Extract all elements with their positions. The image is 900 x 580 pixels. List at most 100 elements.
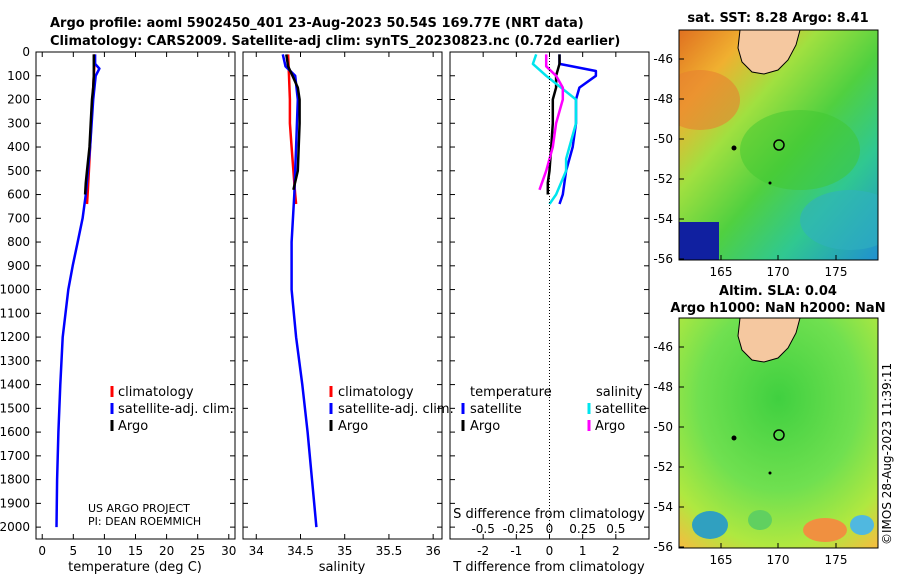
depth-tick-label: 1300: [0, 354, 30, 368]
sst-mid-patch: [740, 110, 860, 190]
map-y-tick-label: -48: [653, 380, 673, 394]
x-tick-label: 5: [69, 544, 77, 558]
sst-cool-patch: [800, 190, 878, 250]
series-line-salinity-satellite: [531, 53, 578, 205]
difference-xlabel: T difference from climatology: [452, 560, 645, 575]
sla-map-title1: Altim. SLA: 0.04: [719, 284, 837, 299]
map-y-tick-label: -48: [653, 92, 673, 106]
depth-tick-label: 1700: [0, 449, 30, 463]
salinity-xlabel: salinity: [319, 560, 366, 575]
sst-map-ticks: 165 170 175 -46 -48 -50 -52 -54 -56: [653, 52, 847, 279]
legend-title-temperature: temperature: [470, 385, 552, 400]
difference-legend: temperature salinity satellite Argo sate…: [461, 385, 647, 434]
map-y-tick-label: -52: [653, 172, 673, 186]
depth-tick-label: 1900: [0, 496, 30, 510]
depth-tick-label: 700: [7, 211, 30, 225]
land-south-island: [737, 318, 801, 363]
land-south-island: [737, 30, 801, 75]
depth-tick-label: 1400: [0, 378, 30, 392]
figure-title-line2: Climatology: CARS2009. Satellite-adj cli…: [50, 34, 620, 49]
x-tick-label: 2: [612, 544, 620, 558]
x-tick-label: 15: [128, 544, 143, 558]
depth-tick-label: 1200: [0, 330, 30, 344]
legend-label-sal-satellite: satellite: [595, 402, 647, 417]
s-diff-tick-label: -0.25: [503, 522, 534, 536]
sst-cold-patch: [679, 222, 719, 260]
series-line-salinity-argo: [538, 54, 565, 191]
island-marker: [731, 435, 737, 441]
sst-map: [679, 30, 878, 260]
legend-label-climatology: climatology: [118, 385, 194, 400]
map-y-tick-label: -46: [653, 340, 673, 354]
map-y-tick-label: -54: [653, 212, 673, 226]
x-tick-label: -2: [477, 544, 489, 558]
x-tick-label: 25: [190, 544, 205, 558]
temperature-legend: climatology satellite-adj. clim. Argo: [110, 385, 234, 434]
x-tick-label: 0: [38, 544, 46, 558]
depth-tick-label: 2000: [0, 520, 30, 534]
sla-map-ticks: 165 170 175 -46 -48 -50 -52 -54 -56: [653, 340, 847, 567]
temperature-panel-frame: [35, 51, 236, 540]
salinity-legend: climatology satellite-adj. clim. Argo: [329, 385, 454, 434]
depth-tick-label: 900: [7, 259, 30, 273]
x-tick-label: 35: [337, 544, 352, 558]
s-diff-tick-label: 0.25: [569, 522, 596, 536]
s-diff-tick-label: 0.5: [606, 522, 625, 536]
series-line-argo: [285, 54, 301, 191]
depth-tick-label: 1800: [0, 473, 30, 487]
map-y-tick-label: -56: [653, 540, 673, 554]
sla-low-patch: [850, 515, 874, 535]
map-y-tick-label: -50: [653, 132, 673, 146]
map-x-tick-label: 165: [710, 265, 733, 279]
imos-watermark: ©IMOS 28-Aug-2023 11:39:11: [880, 363, 894, 545]
map-x-tick-label: 175: [825, 265, 848, 279]
x-tick-label: 30: [221, 544, 236, 558]
float-position-marker: [773, 429, 785, 441]
depth-tick-label: 600: [7, 188, 30, 202]
temperature-xlabel: temperature (deg C): [68, 560, 202, 575]
map-y-tick-label: -46: [653, 52, 673, 66]
series-layer: [55, 53, 598, 528]
depth-tick-label: 800: [7, 235, 30, 249]
depth-tick-label: 500: [7, 164, 30, 178]
s-diff-tick-label: -0.5: [471, 522, 494, 536]
legend-label-sal-argo: Argo: [595, 419, 625, 434]
depth-tick-label: 100: [7, 69, 30, 83]
project-note: US ARGO PROJECT: [88, 502, 190, 515]
depth-tick-label: 1600: [0, 425, 30, 439]
map-x-tick-label: 165: [710, 553, 733, 567]
series-line-argo: [83, 54, 96, 195]
legend-title-salinity: salinity: [596, 385, 643, 400]
x-tick-label: 1: [579, 544, 587, 558]
x-tick-label: 35.5: [376, 544, 403, 558]
island-marker: [768, 181, 772, 185]
depth-tick-label: 1000: [0, 283, 30, 297]
island-marker: [731, 145, 737, 151]
figure-title-line1: Argo profile: aoml 5902450_401 23-Aug-20…: [50, 16, 584, 31]
x-tick-label: 34.5: [287, 544, 314, 558]
legend-label-argo: Argo: [338, 419, 368, 434]
depth-tick-label: 400: [7, 140, 30, 154]
legend-label-climatology: climatology: [338, 385, 414, 400]
legend-label-temp-argo: Argo: [470, 419, 500, 434]
sla-map-title2: Argo h1000: NaN h2000: NaN: [670, 301, 885, 316]
x-tick-label: 20: [159, 544, 174, 558]
sla-high-patch: [803, 518, 847, 542]
x-tick-label: 36: [426, 544, 441, 558]
island-marker: [768, 471, 772, 475]
sst-map-title: sat. SST: 8.28 Argo: 8.41: [687, 11, 868, 26]
sst-warm-patch: [679, 70, 740, 130]
series-line-temperature-argo: [546, 54, 561, 195]
legend-label-argo: Argo: [118, 419, 148, 434]
x-tick-label: 10: [97, 544, 112, 558]
map-y-tick-label: -56: [653, 252, 673, 266]
sla-low-patch: [748, 510, 772, 530]
series-line-satellite-adj-clim-: [55, 54, 101, 528]
legend-label-temp-satellite: satellite: [470, 402, 522, 417]
x-tick-label: 0: [546, 544, 554, 558]
map-x-tick-label: 175: [825, 553, 848, 567]
depth-tick-label: 300: [7, 116, 30, 130]
depth-tick-label: 0: [22, 45, 30, 59]
sla-map: [679, 318, 878, 548]
